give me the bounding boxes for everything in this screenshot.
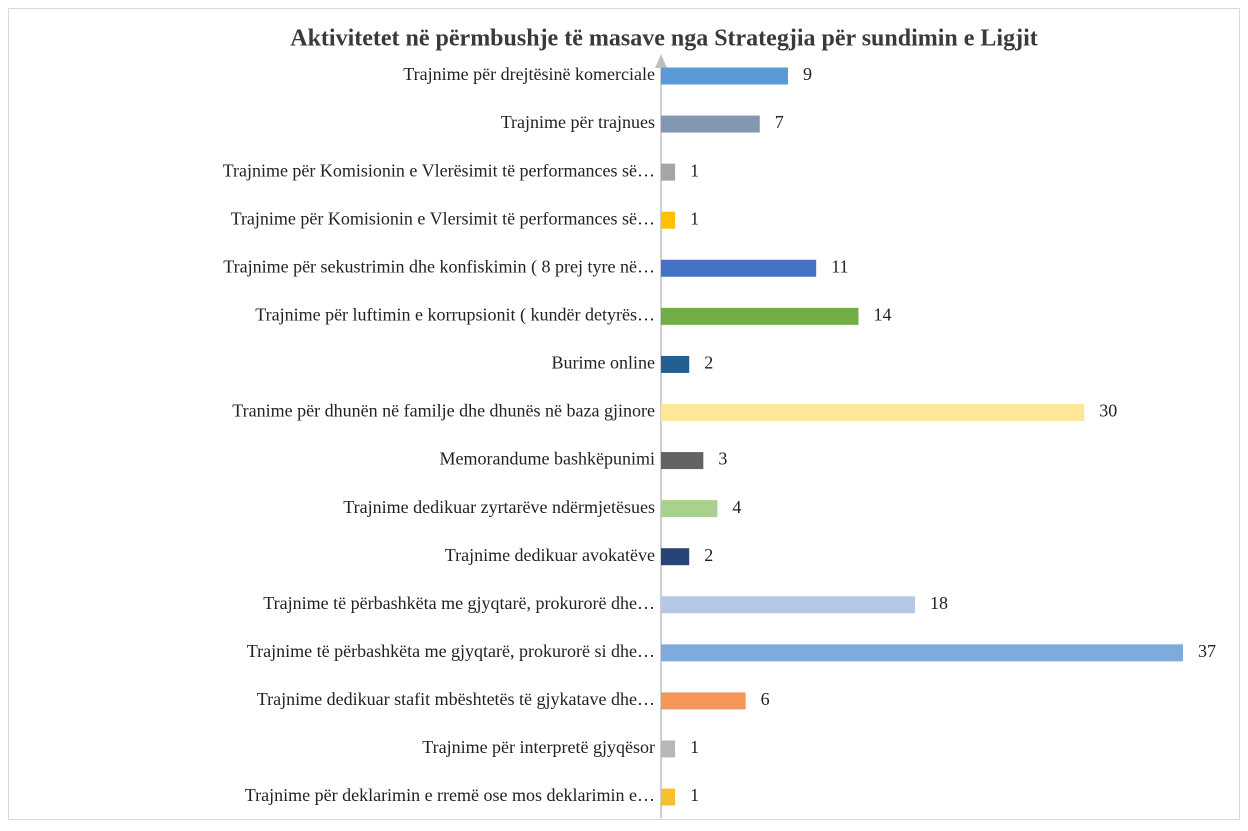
value-label: 2	[704, 545, 713, 565]
bar	[661, 403, 1085, 421]
bar	[661, 452, 704, 470]
value-label: 11	[831, 256, 848, 276]
value-label: 9	[803, 64, 812, 84]
axis-arrow	[655, 54, 667, 68]
bar	[661, 548, 690, 566]
bar	[661, 67, 788, 85]
category-label: Trajnime për sekustrimin dhe konfiskimin…	[223, 256, 655, 277]
category-label: Trajnime dedikuar zyrtarëve ndërmjetësue…	[343, 497, 655, 517]
value-label: 7	[775, 112, 784, 132]
category-label: Memorandume bashkëpunimi	[440, 449, 655, 469]
value-label: 18	[930, 593, 948, 613]
bar	[661, 211, 676, 229]
value-label: 30	[1099, 401, 1117, 421]
category-label: Trajnime për Komisionin e Vlerësimit të …	[223, 160, 655, 180]
category-label: Trajnime për Komisionin e Vlersimit të p…	[231, 208, 655, 228]
bar	[661, 259, 817, 277]
value-label: 37	[1198, 641, 1216, 661]
category-label: Tranime për dhunën në familje dhe dhunës…	[232, 401, 655, 421]
value-label: 1	[690, 737, 699, 757]
value-label: 6	[761, 689, 770, 709]
category-label: Trajnime të përbashkëta me gjyqtarë, pro…	[247, 641, 655, 661]
category-label: Trajnime për interpretë gjyqësor	[422, 737, 655, 757]
category-label: Trajnime të përbashkëta me gjyqtarë, pro…	[263, 593, 655, 613]
bar	[661, 307, 859, 325]
category-label: Trajnime për deklarimin e rremë ose mos …	[245, 785, 655, 805]
chart-title: Aktivitetet në përmbushje të masave nga …	[290, 26, 1038, 52]
bar	[661, 692, 746, 710]
value-label: 3	[718, 449, 727, 469]
value-label: 2	[704, 353, 713, 373]
bar	[661, 500, 718, 518]
bar	[661, 788, 676, 806]
value-label: 1	[690, 785, 699, 805]
bar	[661, 355, 690, 373]
bar	[661, 163, 676, 181]
value-label: 1	[690, 208, 699, 228]
category-label: Trajnime për luftimin e korrupsionit ( k…	[255, 304, 655, 325]
bar	[661, 596, 915, 614]
value-label: 1	[690, 160, 699, 180]
bar	[661, 740, 676, 758]
category-label: Trajnime për trajnues	[501, 112, 655, 132]
value-label: 14	[874, 304, 892, 324]
value-label: 4	[732, 497, 741, 517]
category-label: Trajnime dedikuar stafit mbështetës të g…	[257, 689, 655, 709]
bar	[661, 115, 760, 133]
bar	[661, 644, 1183, 662]
category-label: Trajnime dedikuar avokatëve	[445, 545, 655, 565]
category-label: Trajnime për drejtësinë komerciale	[403, 64, 655, 84]
category-label: Burime online	[552, 353, 655, 373]
